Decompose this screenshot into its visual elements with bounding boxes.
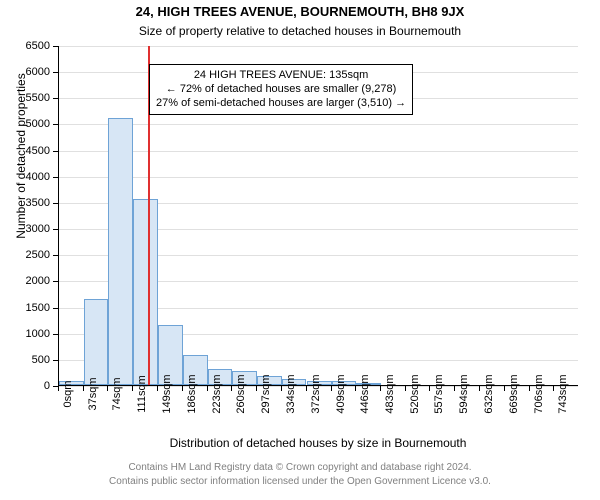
x-tick-label: 37sqm	[87, 377, 99, 410]
x-tick-label: 557sqm	[433, 374, 445, 413]
y-tickmark	[53, 177, 58, 178]
x-tickmark	[182, 386, 183, 391]
gridline-h	[59, 177, 578, 178]
x-tickmark	[553, 386, 554, 391]
y-tickmark	[53, 203, 58, 204]
x-tickmark	[529, 386, 530, 391]
x-tickmark	[355, 386, 356, 391]
y-tickmark	[53, 281, 58, 282]
x-tickmark	[58, 386, 59, 391]
y-tickmark	[53, 255, 58, 256]
x-tickmark	[479, 386, 480, 391]
y-tickmark	[53, 124, 58, 125]
y-tick-label: 3500	[26, 197, 50, 209]
x-tick-label: 186sqm	[186, 374, 198, 413]
x-tick-label: 260sqm	[235, 374, 247, 413]
x-tick-label: 297sqm	[260, 374, 272, 413]
y-tickmark	[53, 98, 58, 99]
x-tick-label: 409sqm	[335, 374, 347, 413]
x-tickmark	[429, 386, 430, 391]
chart-title-sub: Size of property relative to detached ho…	[0, 24, 600, 38]
x-tick-label: 483sqm	[384, 374, 396, 413]
x-tickmark	[331, 386, 332, 391]
x-tick-label: 706sqm	[533, 374, 545, 413]
x-tickmark	[380, 386, 381, 391]
y-tick-label: 3000	[26, 223, 50, 235]
x-tickmark	[281, 386, 282, 391]
y-tick-label: 1500	[26, 302, 50, 314]
x-tick-label: 149sqm	[161, 374, 173, 413]
y-tickmark	[53, 229, 58, 230]
histogram-bar	[108, 118, 133, 385]
x-tickmark	[454, 386, 455, 391]
y-tickmark	[53, 334, 58, 335]
x-tickmark	[83, 386, 84, 391]
x-tick-label: 446sqm	[359, 374, 371, 413]
x-tick-label: 743sqm	[557, 374, 569, 413]
x-tickmark	[256, 386, 257, 391]
annotation-line: 24 HIGH TREES AVENUE: 135sqm	[156, 69, 406, 83]
x-tick-label: 632sqm	[483, 374, 495, 413]
y-tick-label: 0	[44, 380, 50, 392]
y-tickmark	[53, 72, 58, 73]
x-tickmark	[306, 386, 307, 391]
x-tickmark	[107, 386, 108, 391]
annotation-box: 24 HIGH TREES AVENUE: 135sqm← 72% of det…	[149, 64, 413, 115]
y-tick-label: 500	[32, 354, 50, 366]
x-tickmark	[504, 386, 505, 391]
y-tickmark	[53, 151, 58, 152]
footer-line-1: Contains HM Land Registry data © Crown c…	[0, 462, 600, 473]
x-tick-label: 594sqm	[458, 374, 470, 413]
annotation-line: 27% of semi-detached houses are larger (…	[156, 97, 406, 111]
footer-line-2: Contains public sector information licen…	[0, 476, 600, 487]
plot-area: 24 HIGH TREES AVENUE: 135sqm← 72% of det…	[58, 46, 578, 386]
x-tick-label: 334sqm	[285, 374, 297, 413]
y-tick-label: 6500	[26, 40, 50, 52]
x-tick-label: 520sqm	[409, 374, 421, 413]
y-tick-label: 1000	[26, 328, 50, 340]
chart-container: 24, HIGH TREES AVENUE, BOURNEMOUTH, BH8 …	[0, 0, 600, 500]
x-tickmark	[231, 386, 232, 391]
x-tick-label: 372sqm	[310, 374, 322, 413]
x-tickmark	[132, 386, 133, 391]
y-tick-label: 2500	[26, 249, 50, 261]
histogram-bar	[84, 299, 109, 385]
x-tickmark	[207, 386, 208, 391]
gridline-h	[59, 151, 578, 152]
y-tick-label: 6000	[26, 66, 50, 78]
annotation-line: ← 72% of detached houses are smaller (9,…	[156, 83, 406, 97]
chart-title-main: 24, HIGH TREES AVENUE, BOURNEMOUTH, BH8 …	[0, 4, 600, 19]
y-tick-label: 4000	[26, 171, 50, 183]
x-tick-label: 223sqm	[211, 374, 223, 413]
gridline-h	[59, 46, 578, 47]
x-axis-label: Distribution of detached houses by size …	[58, 436, 578, 450]
x-tickmark	[157, 386, 158, 391]
x-tick-label: 74sqm	[111, 377, 123, 410]
y-tickmark	[53, 46, 58, 47]
x-tick-label: 0sqm	[62, 381, 74, 408]
gridline-h	[59, 124, 578, 125]
x-tick-label: 111sqm	[136, 375, 148, 413]
y-tickmark	[53, 308, 58, 309]
histogram-bar	[133, 199, 158, 385]
y-tick-label: 5000	[26, 118, 50, 130]
x-tick-label: 669sqm	[508, 374, 520, 413]
y-tick-label: 4500	[26, 145, 50, 157]
y-tick-label: 2000	[26, 275, 50, 287]
y-tick-label: 5500	[26, 92, 50, 104]
y-tickmark	[53, 360, 58, 361]
x-tickmark	[405, 386, 406, 391]
